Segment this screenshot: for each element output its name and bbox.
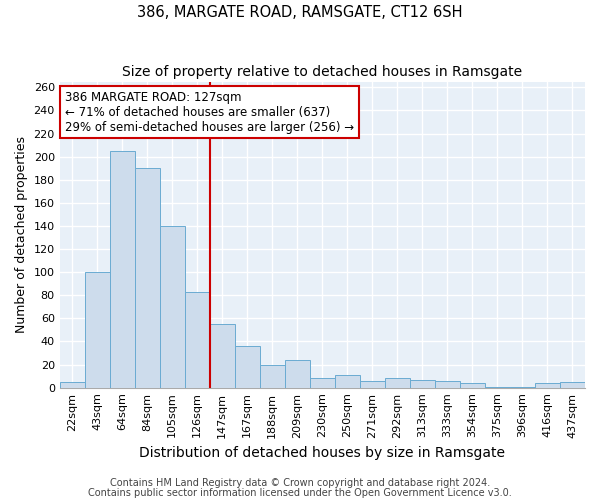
Bar — [560, 382, 585, 388]
Bar — [135, 168, 160, 388]
Text: 386 MARGATE ROAD: 127sqm
← 71% of detached houses are smaller (637)
29% of semi-: 386 MARGATE ROAD: 127sqm ← 71% of detach… — [65, 90, 354, 134]
Bar — [110, 151, 135, 388]
Y-axis label: Number of detached properties: Number of detached properties — [15, 136, 28, 333]
Text: Contains HM Land Registry data © Crown copyright and database right 2024.: Contains HM Land Registry data © Crown c… — [110, 478, 490, 488]
Bar — [260, 364, 285, 388]
Bar — [335, 375, 360, 388]
Bar — [485, 386, 510, 388]
Bar — [235, 346, 260, 388]
Bar — [310, 378, 335, 388]
Bar — [435, 380, 460, 388]
Bar — [285, 360, 310, 388]
Text: Contains public sector information licensed under the Open Government Licence v3: Contains public sector information licen… — [88, 488, 512, 498]
Bar — [535, 383, 560, 388]
Title: Size of property relative to detached houses in Ramsgate: Size of property relative to detached ho… — [122, 65, 523, 79]
Bar — [59, 382, 85, 388]
Bar — [185, 292, 210, 388]
Bar — [160, 226, 185, 388]
Text: 386, MARGATE ROAD, RAMSGATE, CT12 6SH: 386, MARGATE ROAD, RAMSGATE, CT12 6SH — [137, 5, 463, 20]
X-axis label: Distribution of detached houses by size in Ramsgate: Distribution of detached houses by size … — [139, 446, 505, 460]
Bar — [360, 380, 385, 388]
Bar — [460, 383, 485, 388]
Bar — [410, 380, 435, 388]
Bar — [210, 324, 235, 388]
Bar — [510, 386, 535, 388]
Bar — [85, 272, 110, 388]
Bar — [385, 378, 410, 388]
